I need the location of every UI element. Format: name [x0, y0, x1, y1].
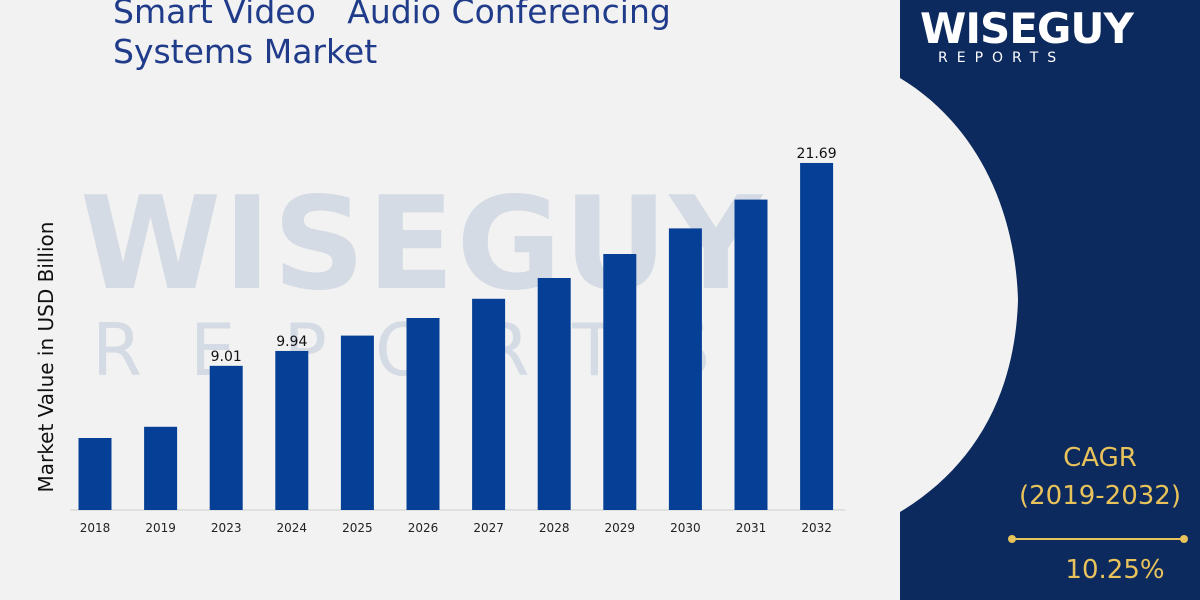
- x-tick-label: 2030: [670, 521, 701, 535]
- bar-2018: [78, 438, 112, 510]
- bar-chart: 2018 2019 2023 9.01 2024 9.94 2025 2026 2027 2028…: [70, 146, 845, 535]
- bar-2024: [275, 350, 309, 510]
- data-label-2023: 9.01: [211, 349, 242, 365]
- logo-main-text: WISEGUY: [920, 4, 1134, 53]
- bar-2023: [209, 365, 243, 510]
- logo-sub-text: REPORTS: [938, 50, 1066, 66]
- bar-2026: [406, 318, 440, 510]
- y-axis-label: Market Value in USD Billion: [34, 221, 58, 493]
- bar-2019: [144, 426, 178, 510]
- panel-background: [900, 0, 1200, 600]
- x-tick-label: 2032: [801, 521, 832, 535]
- chart-title: Smart Video Audio Conferencing Systems M…: [113, 0, 671, 71]
- bar-2030: [668, 228, 702, 510]
- x-tick-label: 2027: [473, 521, 504, 535]
- bar-2025: [340, 335, 374, 510]
- x-tick-label: 2023: [211, 521, 242, 535]
- cagr-value: 10.25%: [1065, 555, 1165, 585]
- data-label-2024: 9.94: [276, 334, 307, 350]
- right-panel: [900, 0, 1200, 600]
- x-tick-label: 2018: [80, 521, 111, 535]
- x-tick-label: 2028: [539, 521, 570, 535]
- bar-2031: [734, 199, 768, 510]
- cagr-period: (2019-2032): [1018, 481, 1181, 511]
- x-tick-label: 2019: [145, 521, 176, 535]
- wiseguy-logo: WISEGUY REPORTS: [920, 4, 1180, 74]
- x-tick-label: 2029: [605, 521, 636, 535]
- x-tick-label: 2025: [342, 521, 373, 535]
- bar-2032: [800, 162, 834, 510]
- x-tick-label: 2031: [736, 521, 767, 535]
- bar-2029: [603, 254, 637, 510]
- x-tick-label: 2026: [408, 521, 439, 535]
- data-label-2032: 21.69: [797, 146, 837, 162]
- bar-2028: [537, 278, 571, 510]
- x-tick-label: 2024: [277, 521, 308, 535]
- cagr-label: CAGR: [1063, 443, 1137, 473]
- bar-2027: [472, 298, 506, 510]
- cagr-divider: [1008, 535, 1188, 543]
